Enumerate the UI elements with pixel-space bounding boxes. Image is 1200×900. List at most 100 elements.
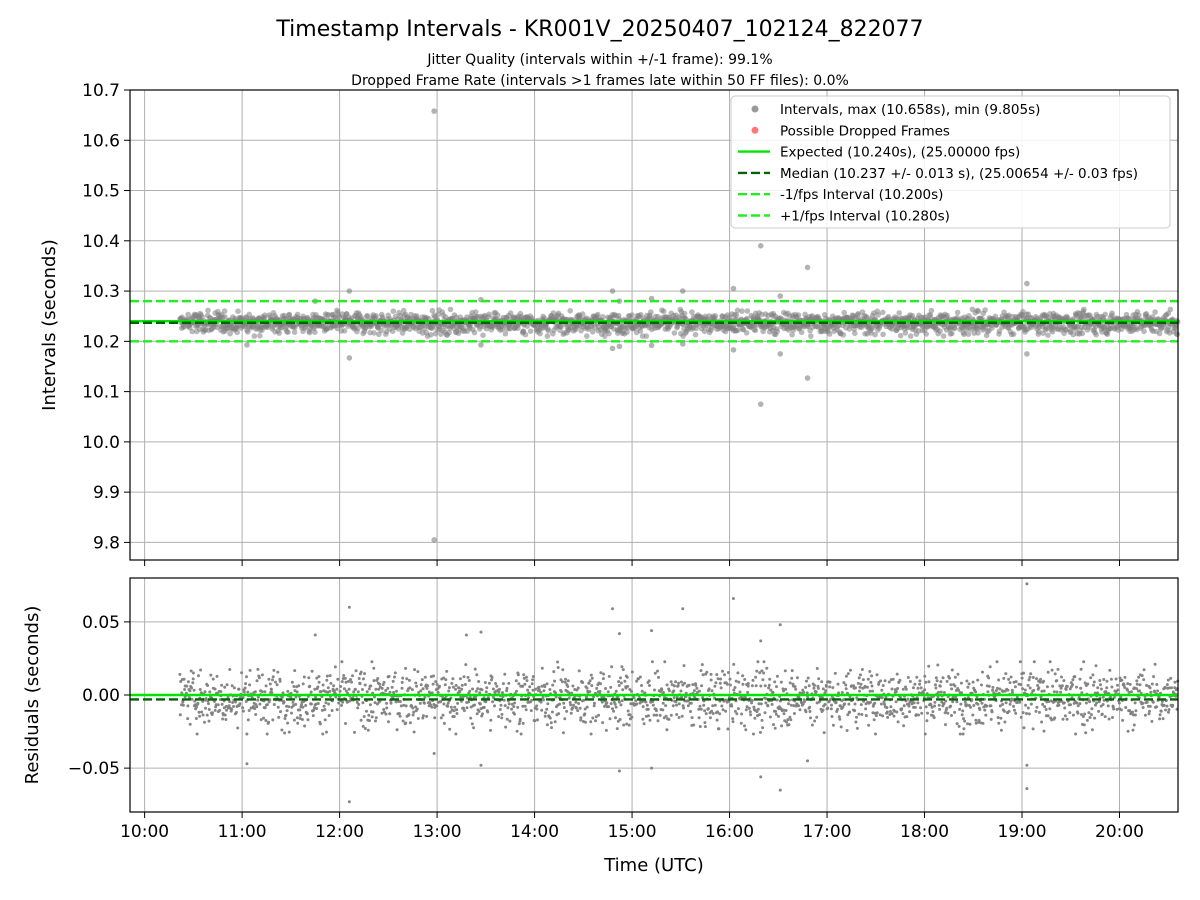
- data-point: [1099, 687, 1103, 691]
- data-point: [1013, 708, 1016, 712]
- data-point: [404, 704, 408, 708]
- data-point: [243, 686, 247, 690]
- data-point: [248, 668, 252, 672]
- data-point: [647, 714, 650, 718]
- outlier-point: [804, 375, 811, 381]
- data-point: [335, 708, 339, 712]
- data-point: [194, 717, 198, 720]
- data-point: [705, 670, 709, 674]
- data-point: [518, 717, 522, 721]
- data-point: [953, 675, 957, 679]
- data-point: [902, 330, 909, 336]
- data-point: [185, 311, 191, 318]
- data-point: [489, 728, 492, 732]
- data-point: [256, 695, 260, 699]
- data-point: [362, 677, 365, 681]
- data-point: [960, 691, 964, 695]
- data-point: [1114, 677, 1118, 681]
- data-point: [1089, 713, 1093, 717]
- data-point: [985, 704, 989, 708]
- data-point: [667, 689, 671, 693]
- data-point: [777, 714, 780, 718]
- data-point: [490, 675, 494, 679]
- data-point: [232, 705, 235, 708]
- data-point: [674, 680, 678, 684]
- data-point: [584, 720, 587, 724]
- data-point: [613, 702, 617, 706]
- data-point: [447, 686, 451, 690]
- outlier-point: [479, 630, 483, 634]
- data-point: [385, 706, 389, 710]
- data-point: [981, 670, 984, 674]
- data-point: [1047, 700, 1051, 703]
- y-tick-label: 10.7: [82, 81, 120, 101]
- data-point: [653, 688, 656, 692]
- data-point: [773, 726, 777, 730]
- data-point: [316, 702, 320, 705]
- data-point: [524, 708, 528, 712]
- data-point: [453, 705, 457, 709]
- data-point: [924, 680, 928, 684]
- data-point: [604, 728, 608, 732]
- data-point: [919, 706, 922, 710]
- data-point: [545, 327, 552, 334]
- data-point: [812, 686, 816, 690]
- data-point: [1084, 731, 1088, 735]
- data-point: [895, 710, 899, 714]
- data-point: [475, 673, 479, 677]
- data-point: [286, 689, 290, 693]
- data-point: [619, 681, 623, 685]
- data-point: [805, 691, 809, 695]
- data-point: [945, 679, 949, 683]
- data-point: [225, 708, 228, 712]
- data-point: [213, 699, 216, 703]
- data-point: [300, 703, 303, 707]
- data-point: [368, 719, 371, 723]
- data-point: [357, 677, 361, 680]
- data-point: [208, 690, 212, 694]
- data-point: [306, 718, 310, 722]
- data-point: [477, 709, 481, 713]
- data-point: [385, 701, 388, 705]
- data-point: [257, 676, 261, 680]
- outlier-point: [431, 108, 437, 114]
- data-point: [650, 660, 654, 664]
- data-point: [1169, 676, 1173, 680]
- data-point: [792, 712, 796, 715]
- data-point: [535, 704, 539, 708]
- data-point: [931, 710, 935, 714]
- data-point: [724, 709, 728, 713]
- data-point: [447, 306, 454, 313]
- data-point: [953, 684, 957, 688]
- data-point: [1059, 690, 1063, 694]
- data-point: [667, 717, 671, 721]
- data-point: [675, 713, 679, 716]
- data-point: [534, 687, 538, 691]
- data-point: [802, 690, 806, 694]
- data-point: [726, 671, 730, 674]
- data-point: [1063, 714, 1067, 718]
- data-point: [464, 663, 468, 667]
- outlier-point: [730, 285, 737, 292]
- data-point: [855, 715, 858, 719]
- data-point: [278, 677, 282, 681]
- outlier-point: [464, 633, 468, 637]
- data-point: [597, 713, 601, 717]
- data-point: [606, 330, 612, 337]
- data-point: [275, 683, 279, 687]
- data-point: [783, 669, 787, 673]
- data-point: [544, 711, 547, 715]
- data-point: [627, 723, 631, 727]
- data-point: [656, 719, 660, 723]
- data-point: [498, 687, 501, 691]
- data-point: [970, 698, 974, 701]
- data-point: [621, 668, 625, 672]
- data-point: [651, 699, 655, 703]
- data-point: [244, 682, 248, 686]
- data-point: [1004, 701, 1008, 705]
- x-tick-label: 12:00: [315, 822, 364, 842]
- data-point: [242, 690, 246, 694]
- data-point: [1011, 691, 1014, 694]
- data-point: [874, 714, 878, 718]
